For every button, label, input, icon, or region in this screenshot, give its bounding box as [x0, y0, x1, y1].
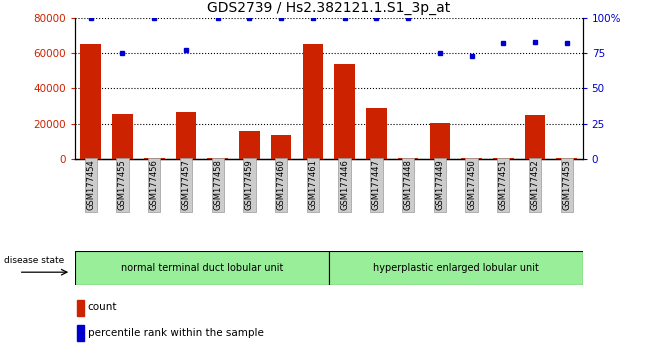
Bar [77, 325, 84, 341]
Text: GSM177461: GSM177461 [309, 159, 318, 210]
Text: percentile rank within the sample: percentile rank within the sample [87, 328, 264, 338]
Text: GSM177457: GSM177457 [182, 159, 191, 210]
Text: GSM177454: GSM177454 [86, 159, 95, 210]
Text: GSM177450: GSM177450 [467, 159, 476, 210]
Bar [430, 123, 450, 159]
Bar [366, 108, 387, 159]
Text: count: count [87, 302, 117, 312]
Text: hyperplastic enlarged lobular unit: hyperplastic enlarged lobular unit [373, 263, 538, 273]
Text: GSM177448: GSM177448 [404, 159, 413, 210]
Bar [239, 131, 260, 159]
Text: GSM177459: GSM177459 [245, 159, 254, 210]
Bar [525, 115, 546, 159]
FancyBboxPatch shape [329, 251, 583, 285]
Text: GSM177449: GSM177449 [436, 159, 445, 210]
Bar [271, 135, 292, 159]
Bar [303, 44, 323, 159]
Bar [77, 300, 84, 316]
Bar [144, 158, 165, 159]
Bar [493, 158, 514, 159]
Text: GSM177451: GSM177451 [499, 159, 508, 210]
FancyBboxPatch shape [75, 251, 329, 285]
Text: GSM177446: GSM177446 [340, 159, 349, 210]
Title: GDS2739 / Hs2.382121.1.S1_3p_at: GDS2739 / Hs2.382121.1.S1_3p_at [207, 1, 450, 15]
Text: GSM177460: GSM177460 [277, 159, 286, 210]
Text: GSM177456: GSM177456 [150, 159, 159, 210]
Text: GSM177458: GSM177458 [213, 159, 222, 210]
Bar [398, 158, 419, 159]
Text: GSM177447: GSM177447 [372, 159, 381, 210]
Bar [557, 158, 577, 159]
Bar [81, 44, 101, 159]
Text: disease state: disease state [4, 256, 64, 265]
Bar [112, 114, 133, 159]
Bar [462, 158, 482, 159]
Bar [335, 64, 355, 159]
Text: GSM177452: GSM177452 [531, 159, 540, 210]
Text: GSM177455: GSM177455 [118, 159, 127, 210]
Text: normal terminal duct lobular unit: normal terminal duct lobular unit [120, 263, 283, 273]
Text: GSM177453: GSM177453 [562, 159, 572, 210]
Bar [176, 113, 196, 159]
Bar [208, 158, 228, 159]
